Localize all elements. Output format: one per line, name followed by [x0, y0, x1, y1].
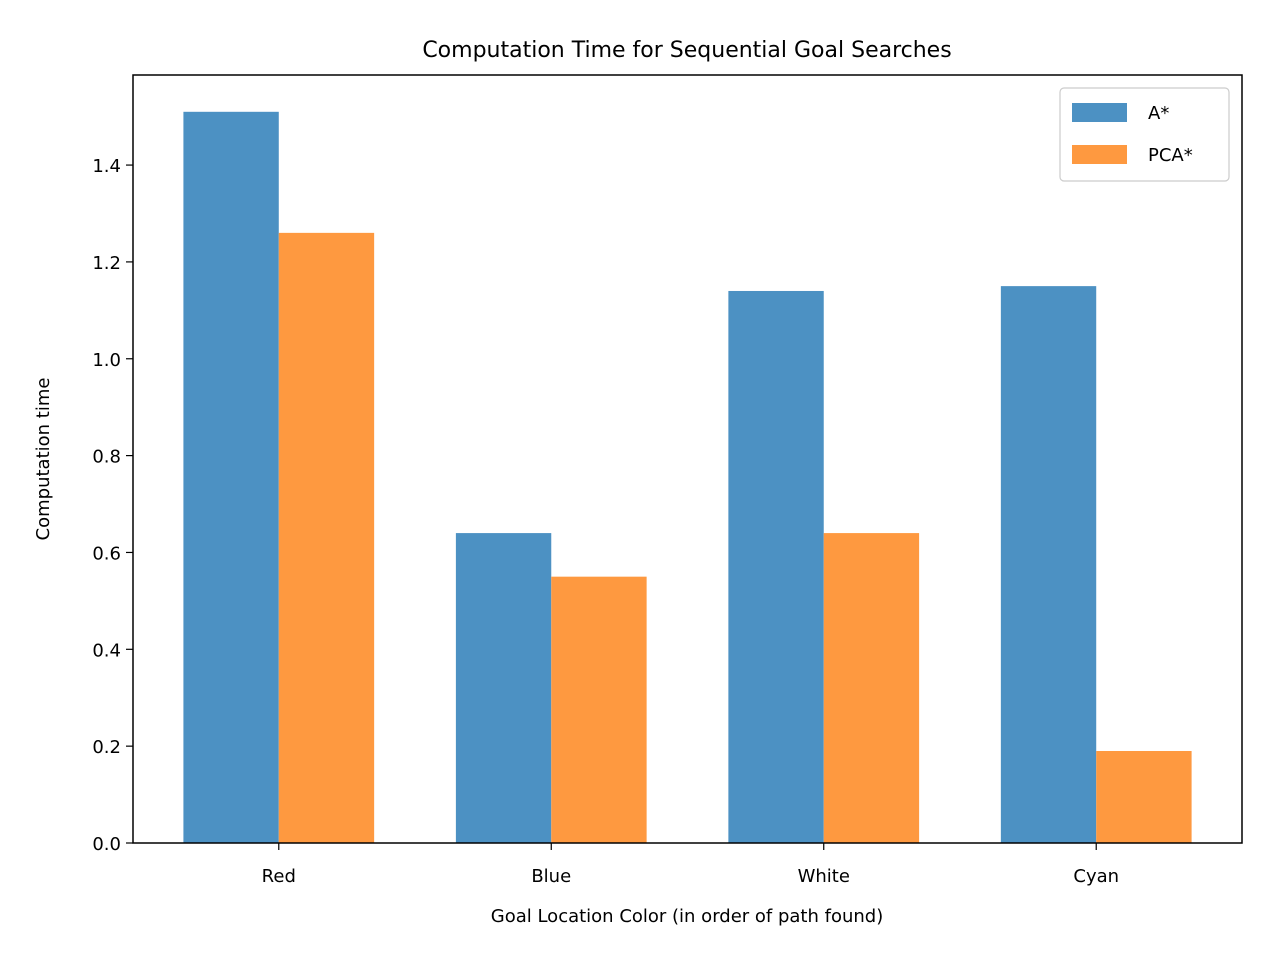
- y-tick-label: 0.0: [92, 834, 121, 855]
- x-tick-label-white: White: [798, 866, 850, 887]
- y-tick-label: 0.2: [92, 737, 121, 758]
- legend-frame: [1059, 87, 1230, 182]
- x-axis: Red Blue White Cyan: [262, 843, 1119, 887]
- bar-pca-star-red: [278, 232, 375, 844]
- y-tick-label: 1.2: [92, 253, 121, 274]
- y-tick-label: 0.8: [92, 447, 121, 468]
- bars-layer: [183, 111, 1192, 844]
- y-tick-label: 0.6: [92, 543, 121, 564]
- chart-title: Computation Time for Sequential Goal Sea…: [422, 38, 951, 63]
- x-axis-label: Goal Location Color (in order of path fo…: [491, 906, 883, 927]
- y-tick-label: 1.4: [92, 156, 121, 177]
- bar-pca-star-cyan: [1096, 750, 1192, 843]
- bar-pca-star-blue: [551, 576, 647, 843]
- bar-a-star-blue: [455, 533, 552, 843]
- bar-a-star-red: [183, 111, 279, 844]
- y-tick-label: 0.4: [92, 640, 121, 661]
- bar-a-star-white: [728, 290, 824, 843]
- x-tick-label-red: Red: [262, 866, 296, 887]
- legend-swatch-pca-star: [1072, 145, 1127, 164]
- bar-pca-star-white: [823, 533, 920, 843]
- plot-frame: [132, 74, 1243, 844]
- legend-swatch-a-star: [1072, 103, 1127, 122]
- y-axis: 0.0 0.2 0.4 0.6 0.8 1.0 1.2 1.4: [92, 156, 133, 855]
- bar-a-star-cyan: [1000, 286, 1097, 844]
- x-tick-label-cyan: Cyan: [1073, 866, 1119, 887]
- legend-label-a-star: A*: [1148, 103, 1169, 124]
- y-axis-label: Computation time: [33, 378, 54, 541]
- legend: A* PCA*: [1059, 87, 1230, 182]
- y-tick-label: 1.0: [92, 350, 121, 371]
- legend-label-pca-star: PCA*: [1148, 145, 1193, 166]
- x-tick-label-blue: Blue: [531, 866, 571, 887]
